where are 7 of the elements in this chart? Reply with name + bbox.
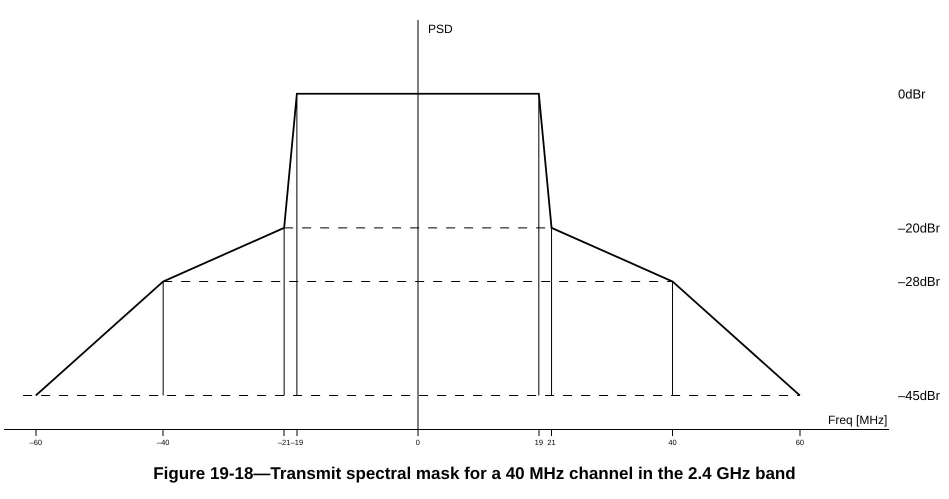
- y-tick-label: –20dBr: [898, 220, 941, 236]
- y-tick-label: 0dBr: [898, 86, 926, 102]
- x-axis-title: Freq [MHz]: [828, 413, 888, 427]
- text: Figure 19-18—Transmit spectral mask for a 40 MHz channel in the 2.4 GHz band: [153, 464, 796, 484]
- y-tick-label: –28dBr: [898, 274, 941, 290]
- y-tick-label: –45dBr: [898, 388, 941, 404]
- y-axis-title: PSD: [428, 22, 454, 36]
